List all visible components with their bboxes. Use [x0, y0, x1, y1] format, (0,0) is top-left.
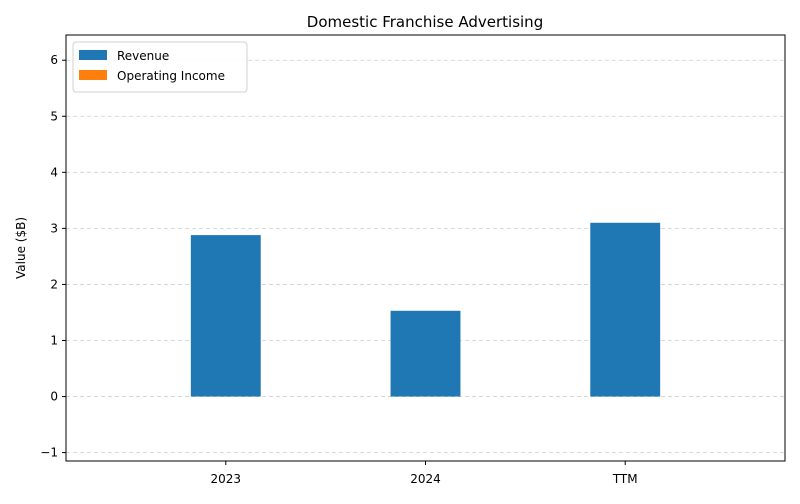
y-axis-label: Value ($B): [14, 217, 28, 279]
chart-title: Domestic Franchise Advertising: [307, 13, 543, 31]
legend: Revenue Operating Income: [72, 41, 248, 93]
legend-frame: [72, 41, 248, 93]
y-tick-label: 4: [50, 165, 58, 179]
bar-revenue-2023: [190, 235, 261, 397]
y-tick-label: 5: [50, 109, 58, 123]
bar-revenue-ttm: [590, 222, 661, 397]
x-tick-label: 2024: [410, 472, 441, 486]
x-tick-label: TTM: [612, 472, 638, 486]
bar-revenue-2024: [390, 310, 461, 397]
legend-swatch-revenue: [79, 50, 107, 60]
legend-label-operating-income: Operating Income: [117, 69, 225, 83]
y-tick-label: 1: [50, 333, 58, 347]
x-axis-ticks: 2023 2024 TTM: [211, 461, 638, 486]
y-tick-label: 0: [50, 390, 58, 404]
y-tick-label: −1: [40, 446, 58, 460]
plot-frame: [65, 34, 786, 462]
legend-swatch-operating-income: [79, 70, 107, 80]
y-tick-label: 3: [50, 221, 58, 235]
y-tick-label: 2: [50, 277, 58, 291]
x-tick-label: 2023: [211, 472, 242, 486]
y-axis-ticks: −1 0 1 2 3 4 5 6: [40, 53, 66, 460]
y-tick-label: 6: [50, 53, 58, 67]
bars: [190, 222, 661, 397]
legend-label-revenue: Revenue: [117, 49, 169, 63]
